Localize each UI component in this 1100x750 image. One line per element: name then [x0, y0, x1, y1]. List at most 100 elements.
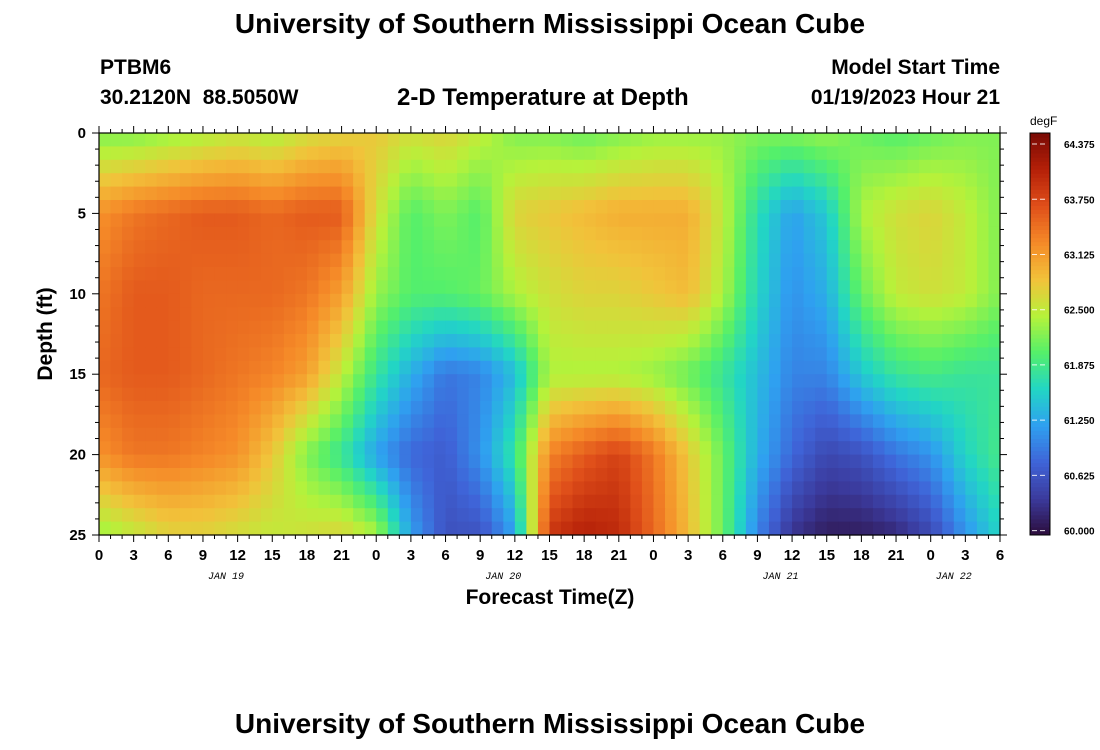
heatmap-cell [849, 146, 862, 161]
heatmap-cell [341, 441, 354, 456]
colorbar-segment [1030, 526, 1050, 532]
heatmap-cell [330, 374, 343, 389]
x-tick-label: 12 [229, 547, 246, 564]
heatmap-cell [468, 508, 481, 523]
heatmap-cell [584, 133, 597, 147]
heatmap-cell [641, 441, 655, 456]
heatmap-cell [156, 320, 169, 335]
heatmap-cell [526, 280, 539, 295]
heatmap-cell [341, 213, 354, 228]
heatmap-cell [110, 253, 123, 268]
heatmap-cell [468, 173, 481, 188]
heatmap-cell [156, 280, 169, 295]
heatmap-cell [491, 334, 504, 348]
heatmap-cell [815, 159, 828, 174]
heatmap-cell [792, 133, 805, 147]
heatmap-cell [618, 307, 631, 322]
heatmap-cell [607, 508, 620, 523]
colorbar-segment [1030, 474, 1050, 480]
heatmap-cell [110, 468, 123, 482]
heatmap-cell [803, 387, 816, 402]
heatmap-cell [595, 146, 608, 161]
heatmap-cell [260, 414, 273, 429]
heatmap-cell [237, 441, 250, 456]
heatmap-cell [480, 133, 493, 147]
heatmap-cell [630, 320, 643, 335]
heatmap-cell [826, 468, 839, 482]
heatmap-cell [156, 468, 169, 482]
heatmap-cell [768, 200, 782, 214]
heatmap-cell [330, 146, 343, 161]
heatmap-cell [884, 508, 897, 523]
heatmap-cell [907, 186, 920, 201]
heatmap-cell [226, 401, 239, 415]
heatmap-cell [584, 481, 597, 496]
heatmap-cell [237, 186, 250, 201]
heatmap-cell [306, 494, 320, 509]
heatmap-cell [653, 414, 666, 429]
heatmap-cell [202, 186, 216, 201]
heatmap-cell [676, 387, 689, 402]
heatmap-cell [803, 280, 816, 295]
heatmap-cell [734, 280, 747, 295]
heatmap-cell [226, 159, 239, 174]
heatmap-cell [503, 414, 516, 429]
heatmap-cell [607, 200, 620, 214]
heatmap-cell [122, 521, 135, 536]
heatmap-cell [133, 360, 146, 375]
heatmap-cell [537, 146, 551, 161]
heatmap-cell [526, 494, 539, 509]
heatmap-cell [410, 334, 424, 348]
colorbar-segment [1030, 145, 1050, 150]
x-tick-label: 3 [961, 547, 969, 564]
heatmap-cell [919, 307, 932, 322]
heatmap-cell [896, 454, 909, 469]
heatmap-cell [468, 133, 481, 147]
heatmap-cell [676, 468, 689, 482]
heatmap-cell [815, 521, 828, 536]
heatmap-cell [849, 387, 862, 402]
heatmap-cell [641, 213, 655, 228]
heatmap-cell [722, 159, 735, 174]
heatmap-cell [872, 186, 886, 201]
heatmap-cell [410, 293, 424, 308]
heatmap-cell [641, 293, 655, 308]
colorbar-unit-label: degF [1030, 114, 1057, 128]
heatmap-cell [572, 347, 585, 362]
heatmap-cell [433, 253, 447, 268]
heatmap-cell [226, 200, 239, 214]
heatmap-cell [907, 320, 920, 335]
heatmap-cell [445, 320, 458, 335]
heatmap-cell [318, 427, 331, 442]
heatmap-cell [745, 414, 759, 429]
heatmap-cell [330, 159, 343, 174]
heatmap-cell [202, 240, 216, 255]
heatmap-cell [537, 186, 551, 201]
heatmap-cell [630, 508, 643, 523]
heatmap-cell [491, 253, 504, 268]
heatmap-cell [237, 133, 250, 147]
heatmap-cell [133, 159, 146, 174]
heatmap-cell [953, 521, 966, 536]
x-tick-label: 15 [818, 547, 835, 564]
heatmap-cell [688, 360, 701, 375]
heatmap-cell [641, 360, 655, 375]
heatmap-cell [561, 173, 574, 188]
heatmap-cell [676, 213, 689, 228]
heatmap-cell [653, 454, 666, 469]
heatmap-cell [526, 146, 539, 161]
heatmap-cell [896, 441, 909, 456]
heatmap-cell [688, 427, 701, 442]
colorbar-segment [1030, 454, 1050, 460]
heatmap-cell [122, 481, 135, 496]
heatmap-cell [688, 494, 701, 509]
heatmap-cell [145, 374, 158, 389]
heatmap-cell [168, 240, 181, 255]
heatmap-cell [168, 293, 181, 308]
heatmap-cell [156, 226, 169, 241]
heatmap-cell [768, 387, 782, 402]
heatmap-cell [653, 307, 666, 322]
heatmap-cell [584, 441, 597, 456]
heatmap-cell [942, 226, 955, 241]
heatmap-cell [168, 146, 181, 161]
